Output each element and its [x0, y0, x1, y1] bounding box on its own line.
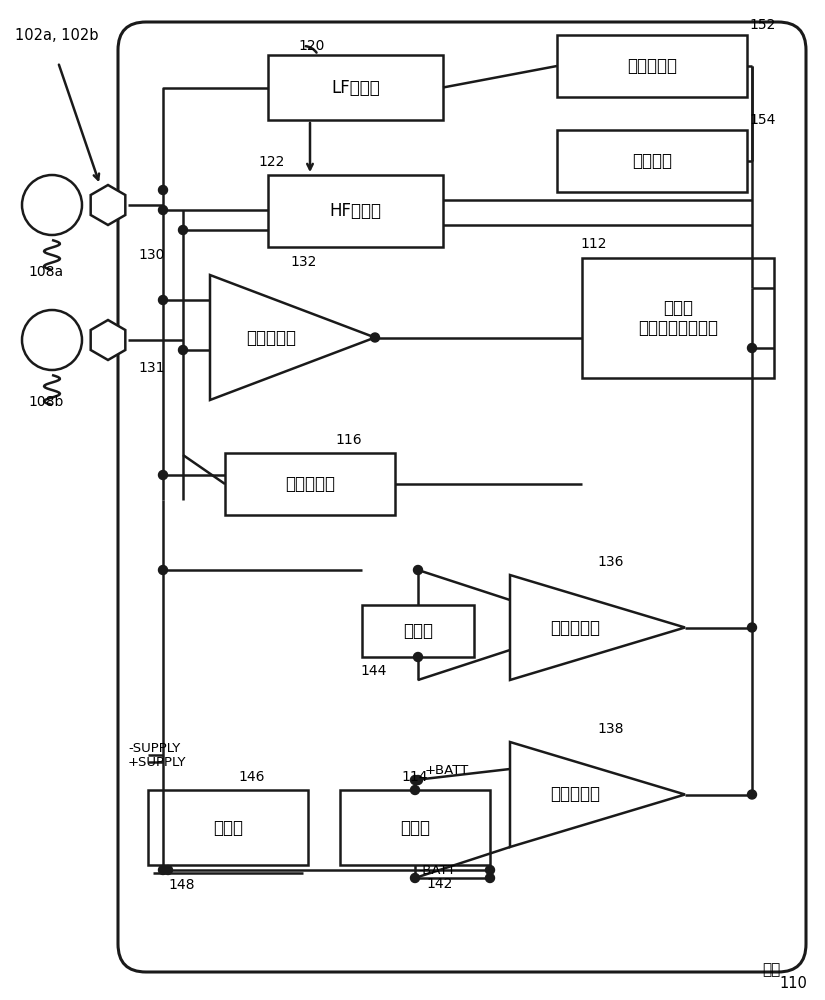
Circle shape: [747, 790, 757, 799]
Text: 感测放大器: 感测放大器: [246, 328, 296, 347]
Circle shape: [370, 333, 380, 342]
Circle shape: [413, 776, 422, 784]
Circle shape: [22, 175, 82, 235]
Circle shape: [22, 310, 82, 370]
Text: 136: 136: [597, 555, 624, 569]
Bar: [225, 453, 395, 515]
Text: -BATT: -BATT: [418, 863, 455, 876]
Polygon shape: [210, 275, 375, 400]
Bar: [148, 790, 308, 865]
Circle shape: [158, 186, 167, 194]
Text: 壳体: 壳体: [762, 962, 780, 978]
Circle shape: [413, 652, 422, 662]
Text: 120: 120: [298, 39, 324, 53]
Circle shape: [158, 566, 167, 574]
Circle shape: [413, 566, 422, 574]
Bar: [557, 35, 747, 97]
Text: 148: 148: [168, 878, 195, 892]
Circle shape: [411, 874, 419, 882]
Circle shape: [411, 776, 419, 784]
Circle shape: [178, 346, 187, 355]
Text: 116: 116: [335, 433, 361, 447]
Circle shape: [158, 471, 167, 480]
Bar: [582, 258, 774, 378]
Text: 122: 122: [258, 155, 285, 169]
Circle shape: [747, 623, 757, 632]
Circle shape: [485, 874, 494, 882]
Text: 132: 132: [290, 255, 316, 269]
Text: +SUPPLY: +SUPPLY: [128, 756, 186, 768]
Text: 146: 146: [238, 770, 265, 784]
Circle shape: [747, 344, 757, 353]
Text: LF接收器: LF接收器: [331, 79, 380, 97]
Text: 144: 144: [360, 664, 386, 678]
Polygon shape: [510, 575, 685, 680]
Bar: [340, 790, 490, 865]
Text: 110: 110: [779, 976, 807, 992]
Text: 脉冲发生器: 脉冲发生器: [285, 475, 335, 493]
Text: 102a, 102b: 102a, 102b: [15, 28, 98, 43]
Circle shape: [158, 296, 167, 304]
Text: 分流器: 分流器: [403, 622, 433, 640]
Circle shape: [178, 226, 187, 234]
Text: 142: 142: [427, 877, 453, 891]
Text: 控制器
（例如，处理器）: 控制器 （例如，处理器）: [638, 299, 718, 337]
Bar: [268, 175, 443, 247]
Text: 152: 152: [749, 18, 776, 32]
Polygon shape: [510, 742, 685, 847]
Polygon shape: [91, 320, 125, 360]
Text: 108b: 108b: [28, 395, 64, 409]
Circle shape: [411, 786, 419, 794]
Bar: [557, 130, 747, 192]
Text: 130: 130: [138, 248, 164, 262]
Text: 131: 131: [138, 361, 164, 375]
Text: 108a: 108a: [28, 265, 64, 279]
Text: 138: 138: [597, 722, 624, 736]
Bar: [268, 55, 443, 120]
Text: +BATT: +BATT: [425, 764, 469, 776]
Text: -SUPPLY: -SUPPLY: [128, 742, 180, 754]
Text: 154: 154: [749, 113, 776, 127]
Circle shape: [158, 206, 167, 215]
FancyBboxPatch shape: [118, 22, 806, 972]
Circle shape: [158, 865, 167, 874]
Text: 调节器: 调节器: [213, 818, 243, 836]
Text: 加速度计: 加速度计: [632, 152, 672, 170]
Text: 原电池: 原电池: [400, 818, 430, 836]
Text: HF接收器: HF接收器: [329, 202, 381, 220]
Circle shape: [485, 865, 494, 874]
Bar: [362, 605, 474, 657]
Text: 电池电流计: 电池电流计: [549, 618, 600, 637]
Polygon shape: [91, 185, 125, 225]
Text: 温度传感器: 温度传感器: [627, 57, 677, 75]
Text: 电池电压计: 电池电压计: [549, 786, 600, 804]
Text: 112: 112: [580, 237, 606, 251]
Circle shape: [163, 865, 172, 874]
Text: 114: 114: [402, 770, 428, 784]
